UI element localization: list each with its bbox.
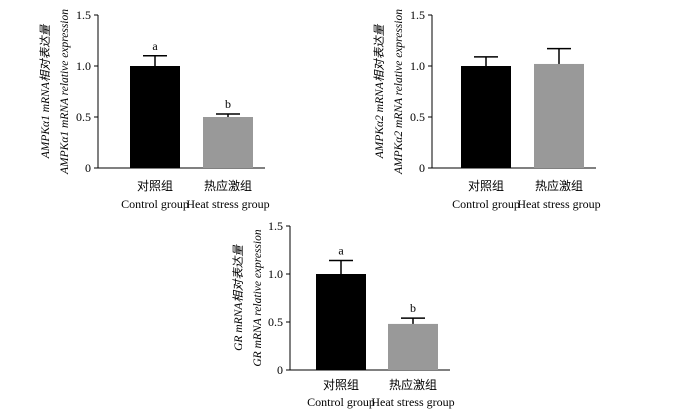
x-category-label-en: Control group [307, 395, 375, 409]
y-tick-label: 0.5 [268, 315, 283, 329]
x-category-label-en: Heat stress group [186, 197, 269, 211]
x-category-label-cn: 热应激组 [204, 178, 252, 193]
x-category-label-en: Control group [452, 197, 520, 211]
y-tick-label: 1.5 [410, 8, 425, 22]
bar [203, 117, 253, 168]
chart-gr: 0 0.5 1.0 1.5 a 对照组 Control group b 热应激组 Heat str… [232, 219, 455, 409]
y-axis-label: AMPKα2 mRNA relative expression [393, 9, 405, 175]
bar [388, 323, 438, 370]
significance-label: b [225, 97, 231, 111]
y-axis-label: AMPKα1 mRNA相对表达量 [39, 23, 52, 159]
x-category-label-en: Heat stress group [517, 197, 600, 211]
chart-ampka2: 0 0.5 1.0 1.5 对照组 Control group 热应激组 Heat stres… [373, 8, 601, 211]
significance-label: a [338, 244, 344, 258]
x-category-label-en: Control group [121, 197, 189, 211]
y-axis-label: GR mRNA relative expression [252, 229, 264, 366]
bar [461, 66, 511, 168]
y-axis-label: AMPKα2 mRNA相对表达量 [373, 23, 386, 159]
significance-label: b [410, 301, 416, 315]
significance-label: a [152, 39, 158, 53]
y-tick-label: 0 [419, 161, 425, 175]
y-tick-label: 0.5 [410, 110, 425, 124]
bar [130, 66, 180, 168]
y-axis-label: GR mRNA相对表达量 [232, 244, 245, 351]
bar [316, 274, 366, 370]
y-axis-label: AMPKα1 mRNA relative expression [59, 9, 71, 175]
y-tick-label: 1.5 [268, 219, 283, 233]
bar [534, 63, 584, 168]
chart-ampka1: 0 0.5 1.0 1.5 a 对照组 Control group b 热应激组 Heat str… [39, 8, 270, 211]
y-tick-label: 1.5 [76, 8, 91, 22]
x-category-label-cn: 热应激组 [389, 377, 437, 392]
y-tick-label: 0 [277, 363, 283, 377]
x-category-label-cn: 对照组 [323, 378, 359, 392]
y-tick-label: 1.0 [410, 59, 425, 73]
y-tick-label: 1.0 [76, 59, 91, 73]
x-category-label-en: Heat stress group [371, 395, 454, 409]
x-category-label-cn: 热应激组 [535, 178, 583, 193]
y-tick-label: 0 [85, 161, 91, 175]
y-tick-label: 1.0 [268, 267, 283, 281]
x-category-label-cn: 对照组 [137, 179, 173, 193]
x-category-label-cn: 对照组 [468, 179, 504, 193]
y-tick-label: 0.5 [76, 110, 91, 124]
